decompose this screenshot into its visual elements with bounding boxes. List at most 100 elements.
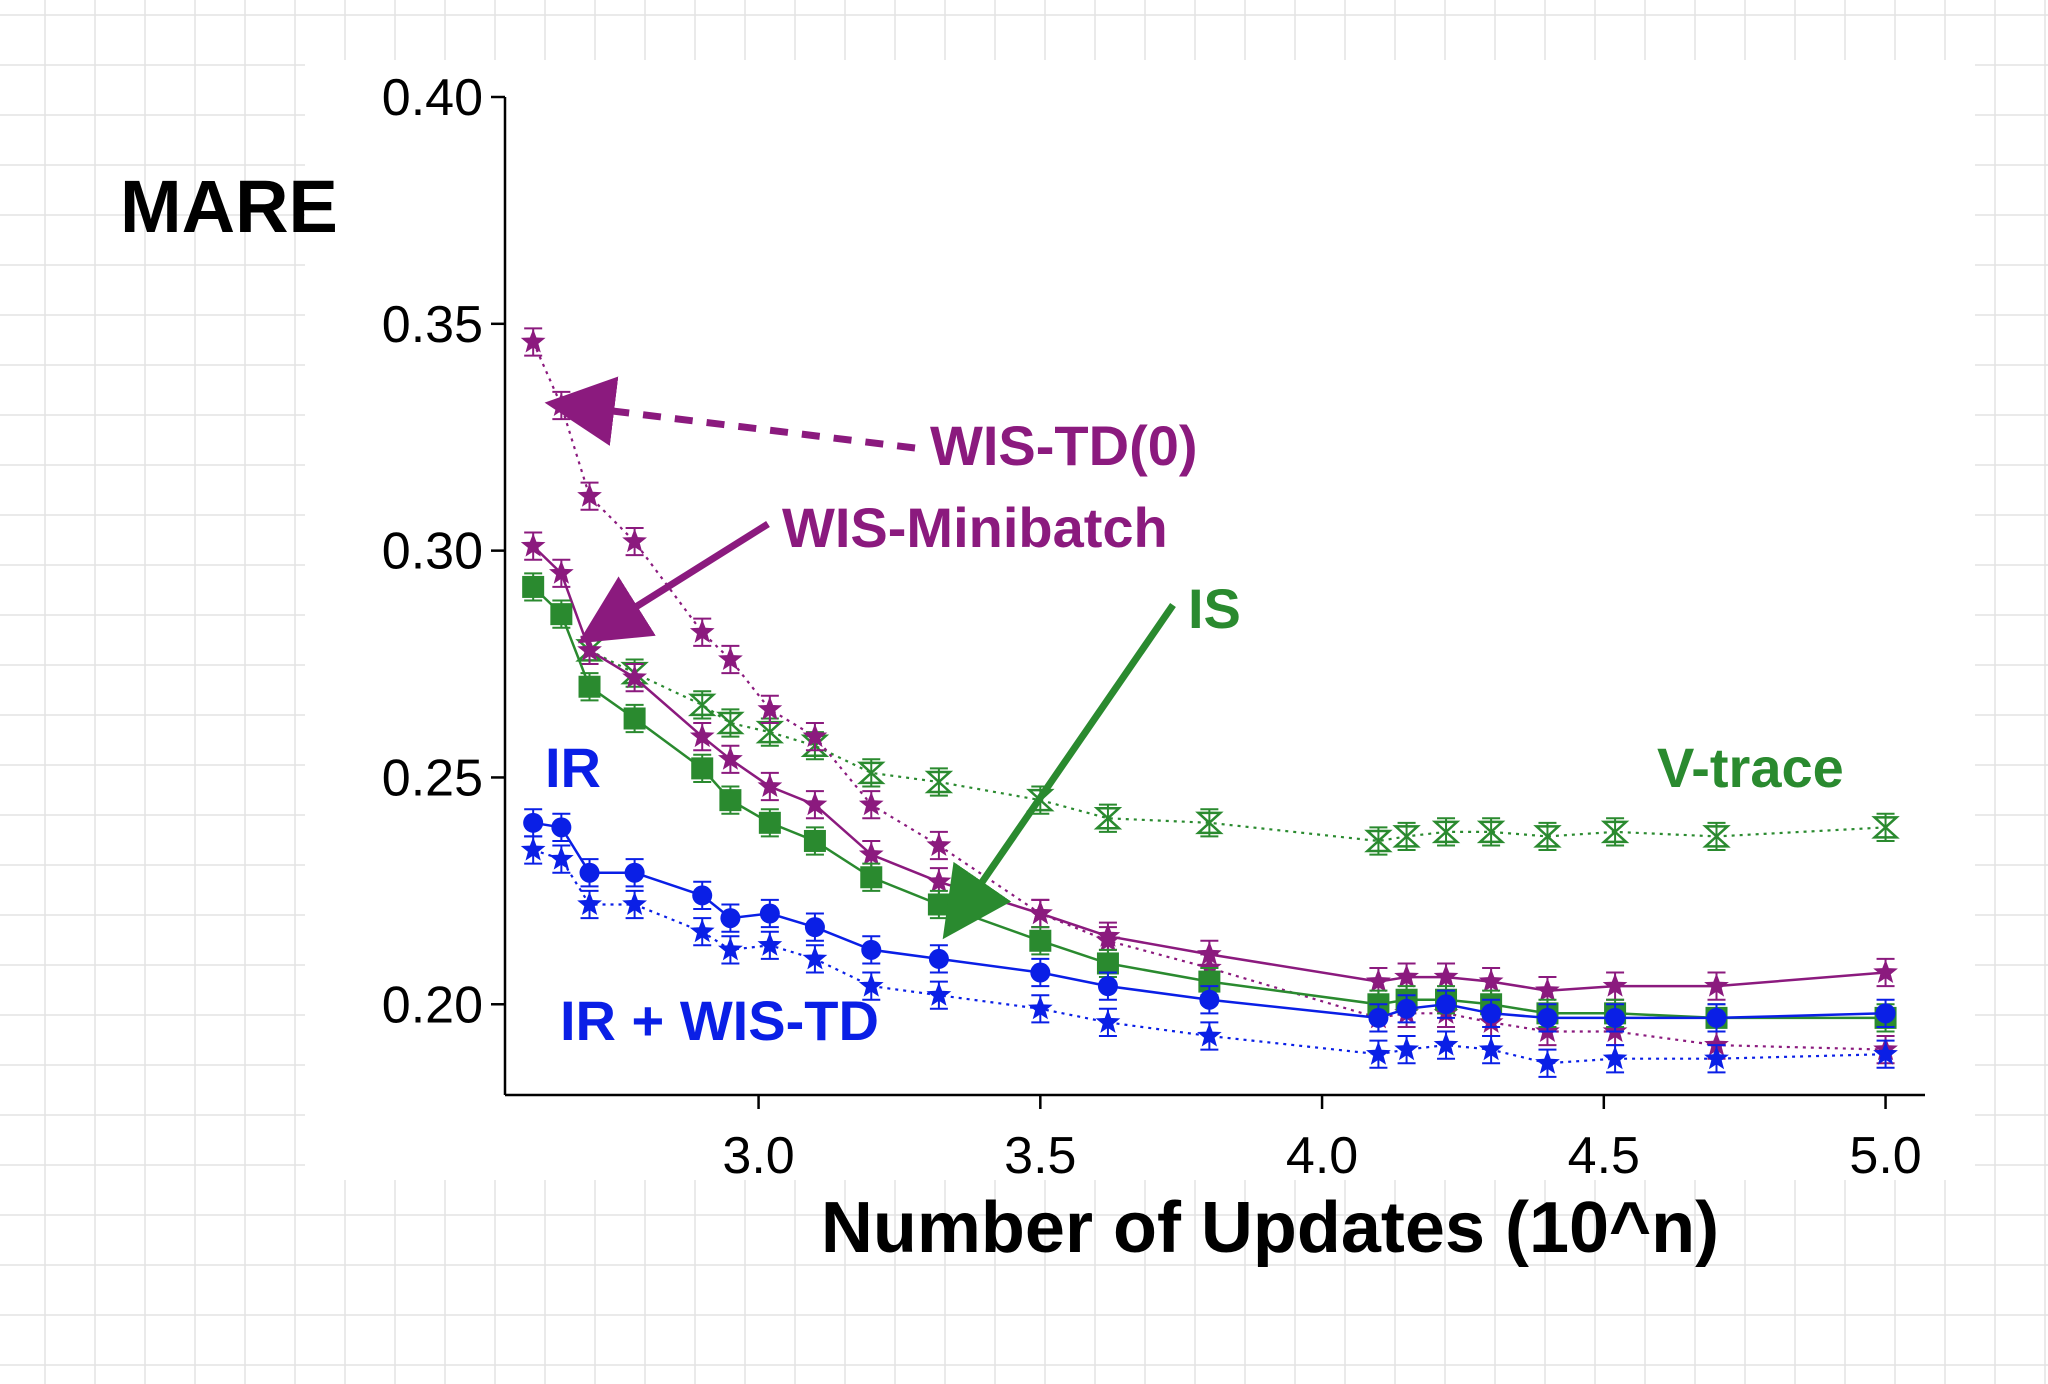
series-ir-wis-td xyxy=(520,835,1898,1078)
annotation-wis-minibatch: WIS-Minibatch xyxy=(577,496,1168,644)
data-point xyxy=(1029,929,1052,952)
data-point xyxy=(622,664,647,689)
x-tick-label: 4.0 xyxy=(1286,1127,1358,1185)
data-point xyxy=(759,903,780,924)
series-layer xyxy=(520,327,1900,1078)
data-point xyxy=(1394,964,1419,988)
data-point xyxy=(1028,900,1053,925)
data-point xyxy=(1871,816,1900,839)
data-point xyxy=(1702,825,1731,848)
data-point xyxy=(1396,998,1417,1019)
data-point xyxy=(520,837,546,861)
data-point xyxy=(802,791,828,816)
data-point xyxy=(579,862,600,883)
data-point xyxy=(1197,1023,1222,1047)
annotation-label: WIS-Minibatch xyxy=(782,496,1168,559)
data-point xyxy=(927,893,950,916)
y-tick-label: 0.25 xyxy=(382,749,483,807)
data-point xyxy=(691,757,714,780)
data-point xyxy=(687,693,717,717)
data-point xyxy=(802,945,828,970)
annotation-label: V-trace xyxy=(1657,736,1844,799)
y-tick-label: 0.35 xyxy=(382,296,483,354)
y-tick-label: 0.30 xyxy=(382,523,483,581)
data-point xyxy=(802,723,828,748)
data-point xyxy=(858,791,884,816)
data-point xyxy=(928,948,949,969)
data-point xyxy=(577,891,602,915)
data-point xyxy=(1605,1007,1626,1028)
data-point xyxy=(1095,1009,1121,1033)
data-point xyxy=(520,329,546,353)
data-point xyxy=(624,862,645,883)
data-point xyxy=(1602,1045,1628,1070)
data-point xyxy=(1097,976,1118,997)
data-point xyxy=(1875,1003,1896,1024)
data-point xyxy=(1096,952,1119,975)
data-point xyxy=(857,761,886,785)
data-point xyxy=(1535,977,1560,1002)
data-point xyxy=(1368,1007,1389,1028)
data-point xyxy=(1600,820,1630,844)
annotation-wis-td0: WIS-TD(0) xyxy=(544,376,1198,477)
data-point xyxy=(1481,1003,1502,1024)
data-point xyxy=(1476,820,1506,844)
data-point xyxy=(1873,1041,1898,1065)
data-point xyxy=(758,811,781,834)
data-point xyxy=(757,932,783,956)
data-point xyxy=(689,619,715,643)
x-tick-label: 3.0 xyxy=(722,1127,794,1185)
data-point xyxy=(549,560,574,584)
series-v-trace xyxy=(575,635,1900,856)
annotation-layer: WIS-TD(0) WIS-Minibatch IS V-trace IR IR + WI… xyxy=(544,376,1844,1052)
data-point xyxy=(1436,994,1457,1015)
data-point xyxy=(1478,968,1504,993)
data-point xyxy=(719,789,742,812)
data-point xyxy=(858,841,884,866)
data-point xyxy=(1431,820,1461,844)
data-point xyxy=(716,711,745,735)
annotation-arrow xyxy=(577,521,770,644)
x-tick-label: 5.0 xyxy=(1849,1127,1921,1185)
axes: 0.20 0.25 0.30 0.35 0.40 3.0 3.5 4.0 4.5 5.0 xyxy=(382,69,1925,1185)
data-point xyxy=(1095,923,1121,947)
data-point xyxy=(622,891,647,915)
data-point xyxy=(757,696,783,720)
annotation-label: IR xyxy=(545,736,601,799)
data-point xyxy=(623,707,646,730)
data-point xyxy=(1394,1036,1419,1061)
data-point xyxy=(1533,825,1562,848)
data-point xyxy=(757,773,783,797)
data-point xyxy=(861,939,882,960)
data-point xyxy=(1366,968,1391,993)
data-point xyxy=(523,812,544,833)
x-axis-title: Number of Updates (10^n) xyxy=(821,1188,1719,1268)
data-point xyxy=(577,483,602,507)
data-point xyxy=(522,575,545,598)
data-point xyxy=(720,908,741,929)
data-point xyxy=(1602,973,1628,997)
data-point xyxy=(718,746,743,770)
data-point xyxy=(1537,1007,1558,1028)
data-point xyxy=(689,918,715,943)
data-point xyxy=(689,723,715,748)
data-point xyxy=(1195,811,1224,835)
annotation-is: IS xyxy=(942,577,1241,940)
series-ir xyxy=(523,808,1896,1033)
data-point xyxy=(1706,1007,1727,1028)
data-point xyxy=(1030,962,1051,983)
data-point xyxy=(1366,1041,1391,1065)
data-point xyxy=(858,973,884,997)
annotation-arrow xyxy=(942,603,1176,940)
annotation-ir: IR xyxy=(545,736,601,799)
x-tick-label: 4.5 xyxy=(1568,1127,1640,1185)
data-point xyxy=(1028,995,1053,1020)
data-point xyxy=(926,832,952,856)
annotation-arrow xyxy=(544,376,916,452)
data-point xyxy=(924,770,954,794)
data-point xyxy=(718,936,743,961)
data-point xyxy=(1392,825,1421,848)
data-point xyxy=(692,885,713,906)
data-point xyxy=(622,528,647,553)
